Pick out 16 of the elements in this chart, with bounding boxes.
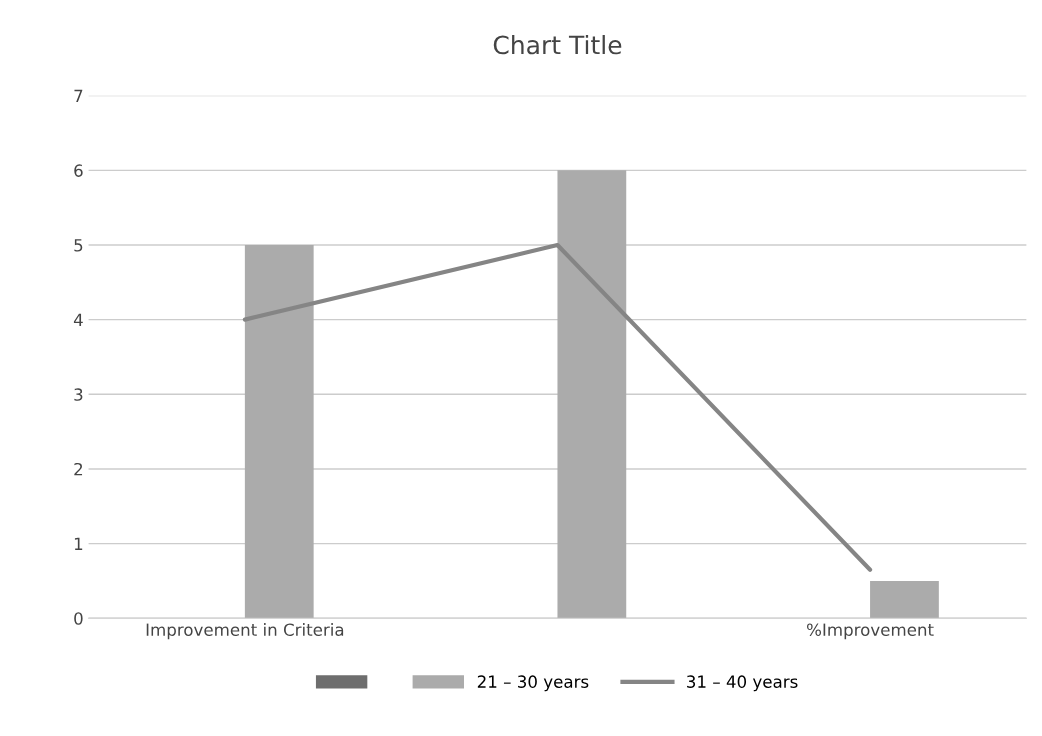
y-tick-label: 5 [74,239,83,252]
x-tick-label: %Improvement [807,623,934,640]
chart-title: Chart Title [493,35,622,55]
bar [244,244,314,619]
legend-label: 31 – 40 years [687,675,798,692]
y-tick-label: 2 [74,462,83,476]
y-tick-label: 0 [74,612,83,625]
y-tick-label: 7 [74,89,83,103]
y-tick-label: 6 [74,164,83,177]
y-tick-label: 4 [73,313,83,326]
x-tick-label: Improvement in Criteria [146,623,344,640]
bar [557,170,627,619]
bar [870,580,939,619]
y-tick-label: 1 [74,537,83,550]
y-tick-label: 3 [74,388,83,401]
legend-label: 21 – 30 years [477,675,589,692]
